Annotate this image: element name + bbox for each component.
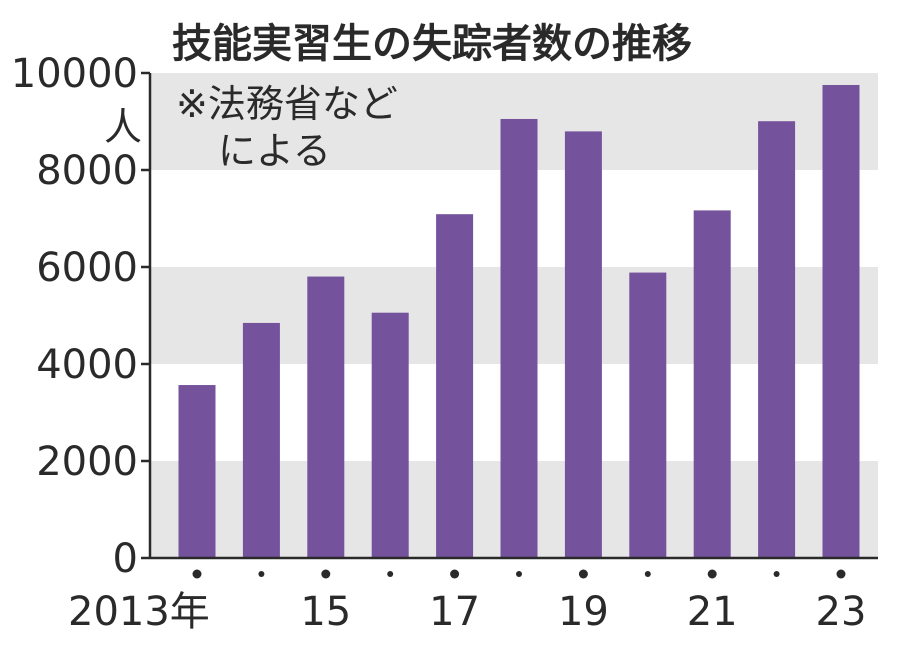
x-tick-dot <box>192 569 202 579</box>
y-tick-label: 2000 <box>36 439 138 485</box>
bar-2016 <box>371 312 409 558</box>
y-ticks: 0 2000 4000 6000 8000 10000 <box>11 51 150 582</box>
bar-2018 <box>500 118 538 558</box>
y-tick-label: 8000 <box>36 148 138 194</box>
bars <box>178 84 860 559</box>
x-tick-dot <box>321 569 331 579</box>
bar-2014 <box>242 322 280 558</box>
x-tick-dot <box>773 571 780 577</box>
y-tick-label: 0 <box>113 536 138 582</box>
x-tick-label-2023: 23 <box>816 589 867 635</box>
x-tick-dot <box>644 571 651 577</box>
x-tick-dot <box>450 569 460 579</box>
x-tick-dot <box>707 569 717 579</box>
x-tick-dot <box>258 571 265 577</box>
bar-2019 <box>564 131 602 559</box>
bar-2023 <box>822 84 860 559</box>
y-tick-label: 4000 <box>36 342 138 388</box>
bar-2017 <box>436 214 474 558</box>
bar-2020 <box>629 272 667 558</box>
x-tick-dot <box>516 571 522 577</box>
x-tick-dot <box>836 569 846 579</box>
x-tick-label-2017: 17 <box>429 589 480 635</box>
bar-2022 <box>758 121 796 559</box>
y-tick-label: 10000 <box>11 51 138 97</box>
bar-2013 <box>178 385 216 558</box>
bar-2021 <box>693 210 731 558</box>
y-tick-label: 6000 <box>36 245 138 291</box>
chart-title: 技能実習生の失踪者数の推移 <box>172 21 692 67</box>
bar-2015 <box>307 276 345 558</box>
x-tick-label-2019: 19 <box>558 589 609 635</box>
source-note-line-1: ※法務省など <box>176 82 398 126</box>
x-tick-dot <box>387 571 394 577</box>
source-note-line-2: による <box>218 129 331 173</box>
x-tick-dot <box>578 569 588 579</box>
y-axis-unit: 人 <box>104 105 142 149</box>
x-tick-label-2015: 15 <box>300 589 351 635</box>
x-tick-label-2013: 2013年 <box>68 589 210 635</box>
x-ticks: 2013年 15 17 19 21 23 <box>68 569 867 635</box>
x-tick-label-2021: 21 <box>687 589 738 635</box>
